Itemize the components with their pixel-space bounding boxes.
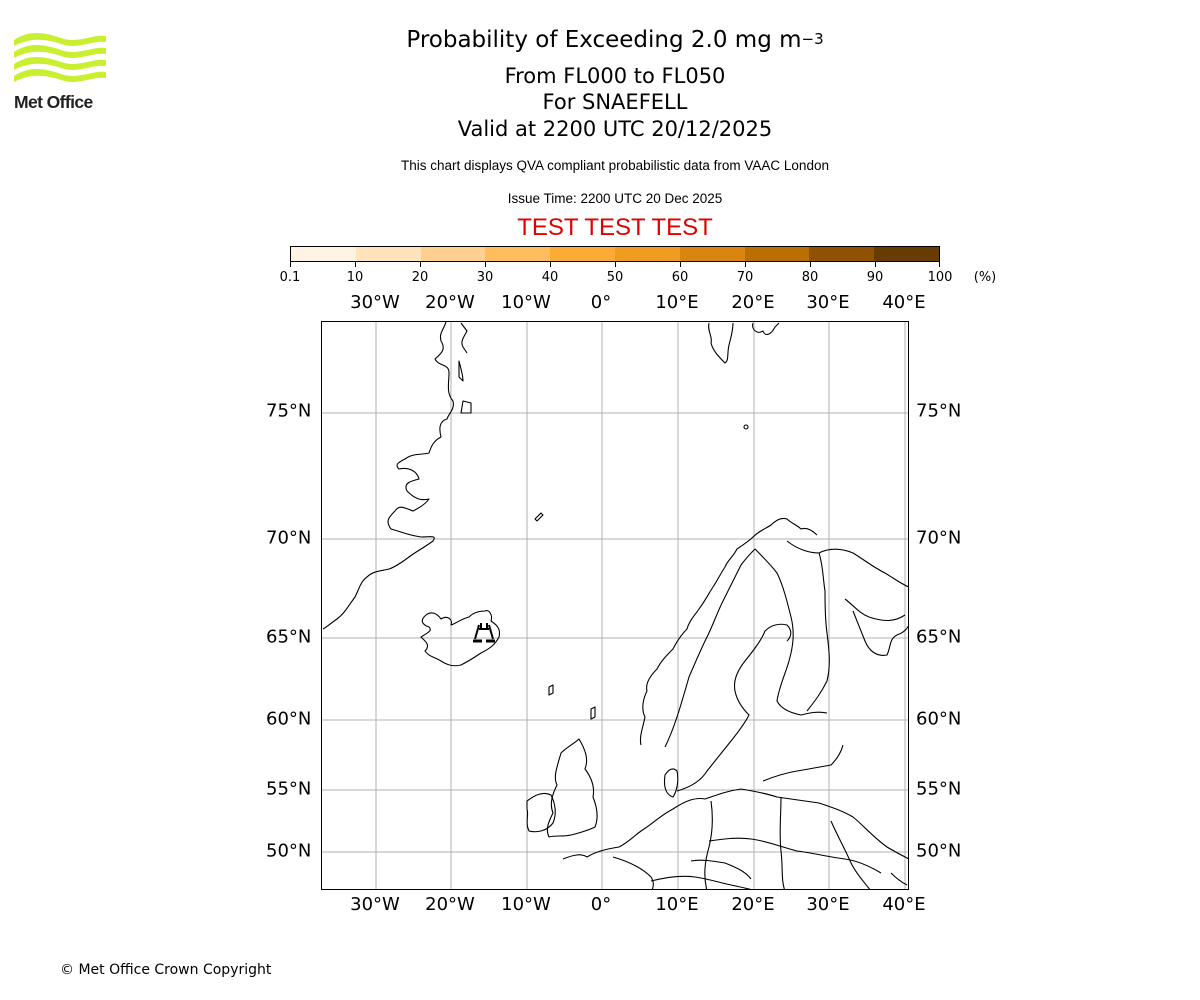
colorbar-segment [744, 247, 810, 261]
colorbar-segment [614, 247, 680, 261]
chart-title: Probability of Exceeding 2.0 mg m−3 [0, 27, 1200, 53]
colorbar-label: 80 [801, 270, 819, 285]
colorbar-tick [939, 262, 940, 267]
lon-label-bottom: 40°E [882, 894, 926, 915]
map-panel[interactable] [321, 321, 909, 890]
sweden-coast [676, 623, 792, 792]
colorbar-label: 60 [671, 270, 689, 285]
lat-label-left: 50°N [266, 840, 312, 862]
iceland-coast [420, 610, 501, 667]
great-britain-coast [546, 738, 598, 838]
colorbar-label: 20 [411, 270, 429, 285]
greenland-coast [322, 322, 454, 630]
title-valid-time: Valid at 2200 UTC 20/12/2025 [457, 117, 773, 141]
title-flight-levels: From FL000 to FL050 [504, 64, 726, 88]
colorbar-tick [355, 262, 356, 267]
copyright-notice: © Met Office Crown Copyright [60, 962, 272, 978]
lon-label-bottom: 30°E [806, 894, 850, 915]
colorbar-label: 90 [866, 270, 884, 285]
probability-colorbar [290, 246, 940, 262]
lat-label-right: 55°N [916, 778, 962, 800]
lon-label-bottom: 10°W [501, 894, 551, 915]
lon-label-top: 30°E [806, 292, 850, 313]
norway-coast [639, 517, 818, 746]
colorbar-tick [810, 262, 811, 267]
colorbar-label: 30 [476, 270, 494, 285]
met-office-logo: Met Office [14, 30, 108, 112]
coastlines [322, 322, 908, 889]
colorbar-segment [291, 247, 356, 261]
title-main: Probability of Exceeding 2.0 mg m [406, 27, 802, 53]
colorbar-label: 100 [927, 270, 953, 285]
svalbard-coast [708, 322, 734, 364]
lat-label-left: 60°N [266, 708, 312, 730]
colorbar-label: 70 [736, 270, 754, 285]
lon-label-bottom: 20°W [425, 894, 475, 915]
lat-label-right: 65°N [916, 626, 962, 648]
map-canvas [322, 322, 908, 889]
colorbar-label: 10 [346, 270, 364, 285]
colorbar-segment [679, 247, 745, 261]
lon-label-bottom: 0° [590, 894, 612, 915]
volcano-icon[interactable] [473, 623, 495, 643]
lon-label-top: 0° [590, 292, 612, 313]
title-volcano: For SNAEFELL [542, 90, 688, 114]
logo-text: Met Office [14, 92, 93, 112]
lat-label-right: 50°N [916, 840, 962, 862]
colorbar-segment [874, 247, 939, 261]
issue-time: Issue Time: 2200 UTC 20 Dec 2025 [507, 191, 723, 206]
title-superscript: −3 [801, 30, 824, 48]
lat-label-left: 65°N [266, 626, 312, 648]
ireland-coast [526, 792, 556, 833]
lat-label-right: 70°N [916, 527, 962, 549]
colorbar-label: 40 [541, 270, 559, 285]
colorbar-segment [355, 247, 421, 261]
colorbar-tick [420, 262, 421, 267]
colorbar-segment [420, 247, 486, 261]
colorbar-segment [550, 247, 615, 261]
colorbar-segment [809, 247, 875, 261]
colorbar-tick [550, 262, 551, 267]
colorbar-tick [745, 262, 746, 267]
lon-label-top: 30°W [350, 292, 400, 313]
lon-label-top: 20°W [425, 292, 475, 313]
graticule [322, 322, 908, 889]
lat-label-left: 70°N [266, 527, 312, 549]
lon-label-bottom: 10°E [655, 894, 699, 915]
waves-logo-icon [14, 33, 106, 82]
lon-label-top: 20°E [731, 292, 775, 313]
lat-label-left: 55°N [266, 778, 312, 800]
lat-label-left: 75°N [266, 400, 312, 422]
lat-label-right: 75°N [916, 400, 962, 422]
colorbar-tick [290, 262, 291, 267]
colorbar-segment [485, 247, 551, 261]
subtitle: This chart displays QVA compliant probab… [401, 158, 829, 173]
test-banner: TEST TEST TEST [517, 214, 713, 241]
lon-label-top: 10°W [501, 292, 551, 313]
colorbar-label: 50 [606, 270, 624, 285]
colorbar-tick [875, 262, 876, 267]
lon-label-bottom: 30°W [350, 894, 400, 915]
lat-label-right: 60°N [916, 708, 962, 730]
colorbar-tick [615, 262, 616, 267]
lon-label-bottom: 20°E [731, 894, 775, 915]
finland-coast [754, 548, 828, 716]
lon-label-top: 10°E [655, 292, 699, 313]
colorbar-unit: (%) [973, 270, 997, 285]
lon-label-top: 40°E [882, 292, 926, 313]
colorbar-tick [485, 262, 486, 267]
colorbar-label: 0.1 [279, 270, 301, 285]
colorbar-tick [680, 262, 681, 267]
